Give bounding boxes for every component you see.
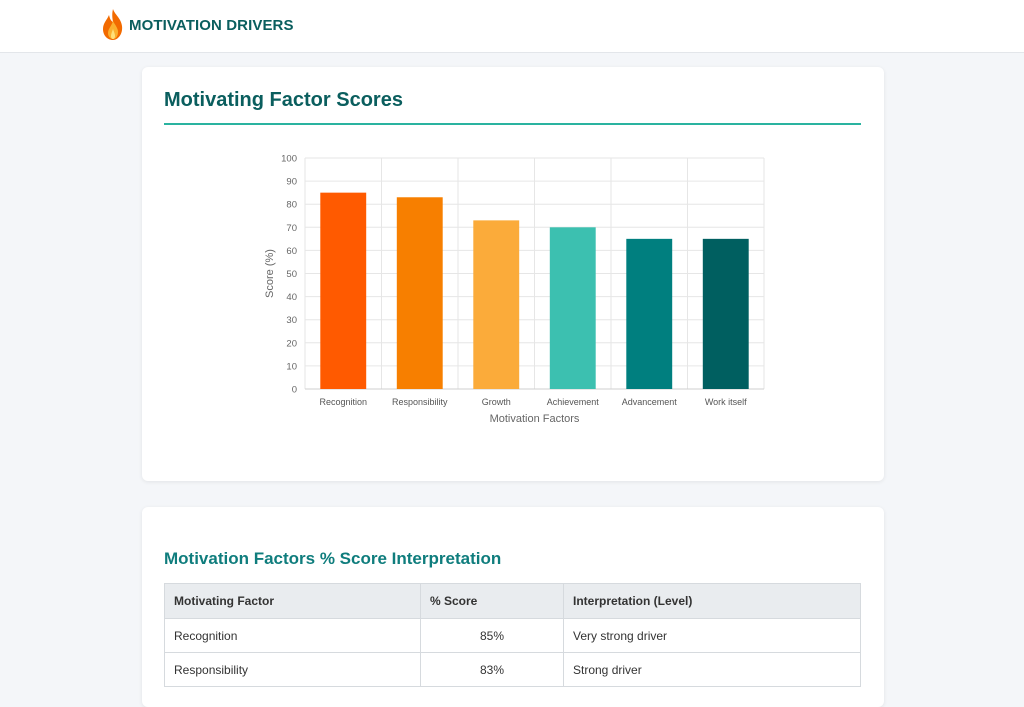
column-header-interpretation: Interpretation (Level): [563, 583, 861, 619]
bar-chart: 0 10 20 30 40 50 60 70 80 90 100 Recognition Respons…: [264, 154, 765, 425]
chart-card: Motivating Factor Scores 0 10 20 30 40 50 60 70…: [142, 67, 884, 481]
x-tick-label: Advancement: [622, 397, 678, 407]
y-axis-title: Score (%): [264, 249, 276, 298]
interpretation-table: Motivating Factor % Score Interpretation…: [164, 583, 861, 687]
table-header-row: Motivating Factor % Score Interpretation…: [164, 583, 861, 619]
x-tick-label: Achievement: [547, 397, 600, 407]
y-tick-label: 50: [286, 269, 297, 280]
y-tick-label: 80: [286, 200, 297, 211]
y-tick-label: 40: [286, 292, 297, 303]
bar-recognition[interactable]: [320, 192, 367, 389]
title-divider: [164, 123, 861, 125]
chart-card-title: Motivating Factor Scores: [164, 89, 403, 111]
y-tick-label: 0: [292, 385, 297, 396]
y-tick-label: 100: [281, 154, 297, 165]
cell-level: Very strong driver: [563, 618, 861, 653]
y-tick-label: 90: [286, 177, 297, 188]
table-row: Recognition 85% Very strong driver: [164, 618, 861, 653]
column-header-score: % Score: [420, 583, 564, 619]
interpretation-card-title: Motivation Factors % Score Interpretatio…: [164, 549, 502, 568]
x-tick-label: Work itself: [705, 397, 747, 407]
brand-name: MOTIVATION DRIVERS: [129, 16, 294, 34]
y-tick-label: 20: [286, 338, 297, 349]
bar-work-itself[interactable]: [702, 238, 749, 389]
column-header-factor: Motivating Factor: [164, 583, 421, 619]
x-tick-label: Growth: [482, 397, 511, 407]
bar-achievement[interactable]: [549, 227, 596, 389]
y-tick-label: 60: [286, 246, 297, 257]
flame-icon: [103, 9, 123, 40]
brand-logo[interactable]: MOTIVATION DRIVERS: [100, 8, 294, 42]
cell-factor: Recognition: [164, 618, 421, 653]
cell-score: 85%: [420, 618, 564, 653]
top-header: MOTIVATION DRIVERS: [0, 0, 1024, 53]
cell-score: 83%: [420, 652, 564, 687]
x-axis-title: Motivation Factors: [490, 413, 580, 425]
interpretation-card: Motivation Factors % Score Interpretatio…: [142, 507, 884, 707]
bar-advancement[interactable]: [626, 238, 673, 389]
bar-growth[interactable]: [473, 220, 520, 389]
y-tick-label: 30: [286, 315, 297, 326]
x-tick-label: Responsibility: [392, 397, 448, 407]
table-row: Responsibility 83% Strong driver: [164, 652, 861, 687]
y-tick-label: 70: [286, 223, 297, 234]
x-tick-label: Recognition: [319, 397, 367, 407]
y-tick-label: 10: [286, 361, 297, 372]
cell-factor: Responsibility: [164, 652, 421, 687]
cell-level: Strong driver: [563, 652, 861, 687]
bar-responsibility[interactable]: [396, 197, 443, 389]
